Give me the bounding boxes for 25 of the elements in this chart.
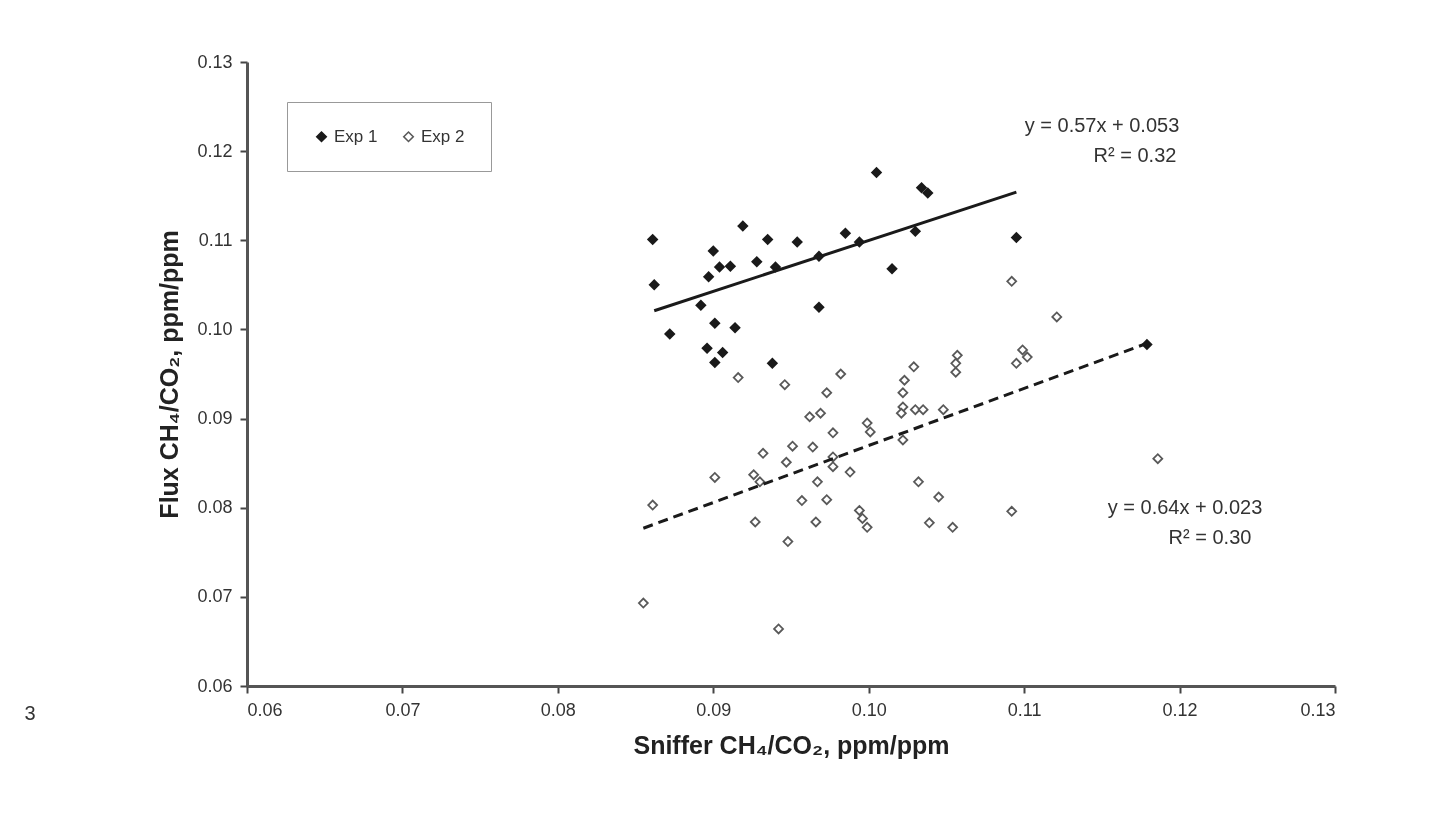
x-tick-label: 0.11 <box>1007 699 1042 720</box>
y-tick-label: 0.13 <box>197 51 233 72</box>
text: 3 <box>24 702 36 724</box>
annotation: y = 0.64x + 0.023 <box>1107 496 1263 518</box>
x-tick-label: 0.13 <box>1300 699 1336 720</box>
x-axis-title: Sniffer CH₄/CO₂, ppm/ppm <box>633 730 950 759</box>
x-tick-label: 0.06 <box>247 699 283 720</box>
x-tick-label: 0.10 <box>851 699 887 720</box>
annotation: R² = 0.32 <box>1093 144 1177 166</box>
x-tick-label: 0.07 <box>385 699 421 720</box>
x-tick-label: 0.12 <box>1162 699 1198 720</box>
y-tick-label: 0.08 <box>197 497 233 518</box>
y-tick-label: 0.10 <box>197 318 233 339</box>
legend-label: Exp 1 <box>334 126 378 146</box>
x-tick-label: 0.09 <box>696 699 732 720</box>
y-tick-label: 0.09 <box>197 408 233 429</box>
y-axis-title: Flux CH₄/CO₂, ppm/ppm <box>155 230 184 519</box>
annotation: R² = 0.30 <box>1168 526 1252 548</box>
annotation: y = 0.57x + 0.053 <box>1024 114 1180 136</box>
y-tick-label: 0.11 <box>198 229 233 250</box>
y-tick-label: 0.06 <box>197 675 233 696</box>
x-tick-label: 0.08 <box>540 699 576 720</box>
y-tick-label: 0.12 <box>197 140 233 161</box>
y-tick-label: 0.07 <box>197 586 233 607</box>
legend-label: Exp 2 <box>421 126 465 146</box>
